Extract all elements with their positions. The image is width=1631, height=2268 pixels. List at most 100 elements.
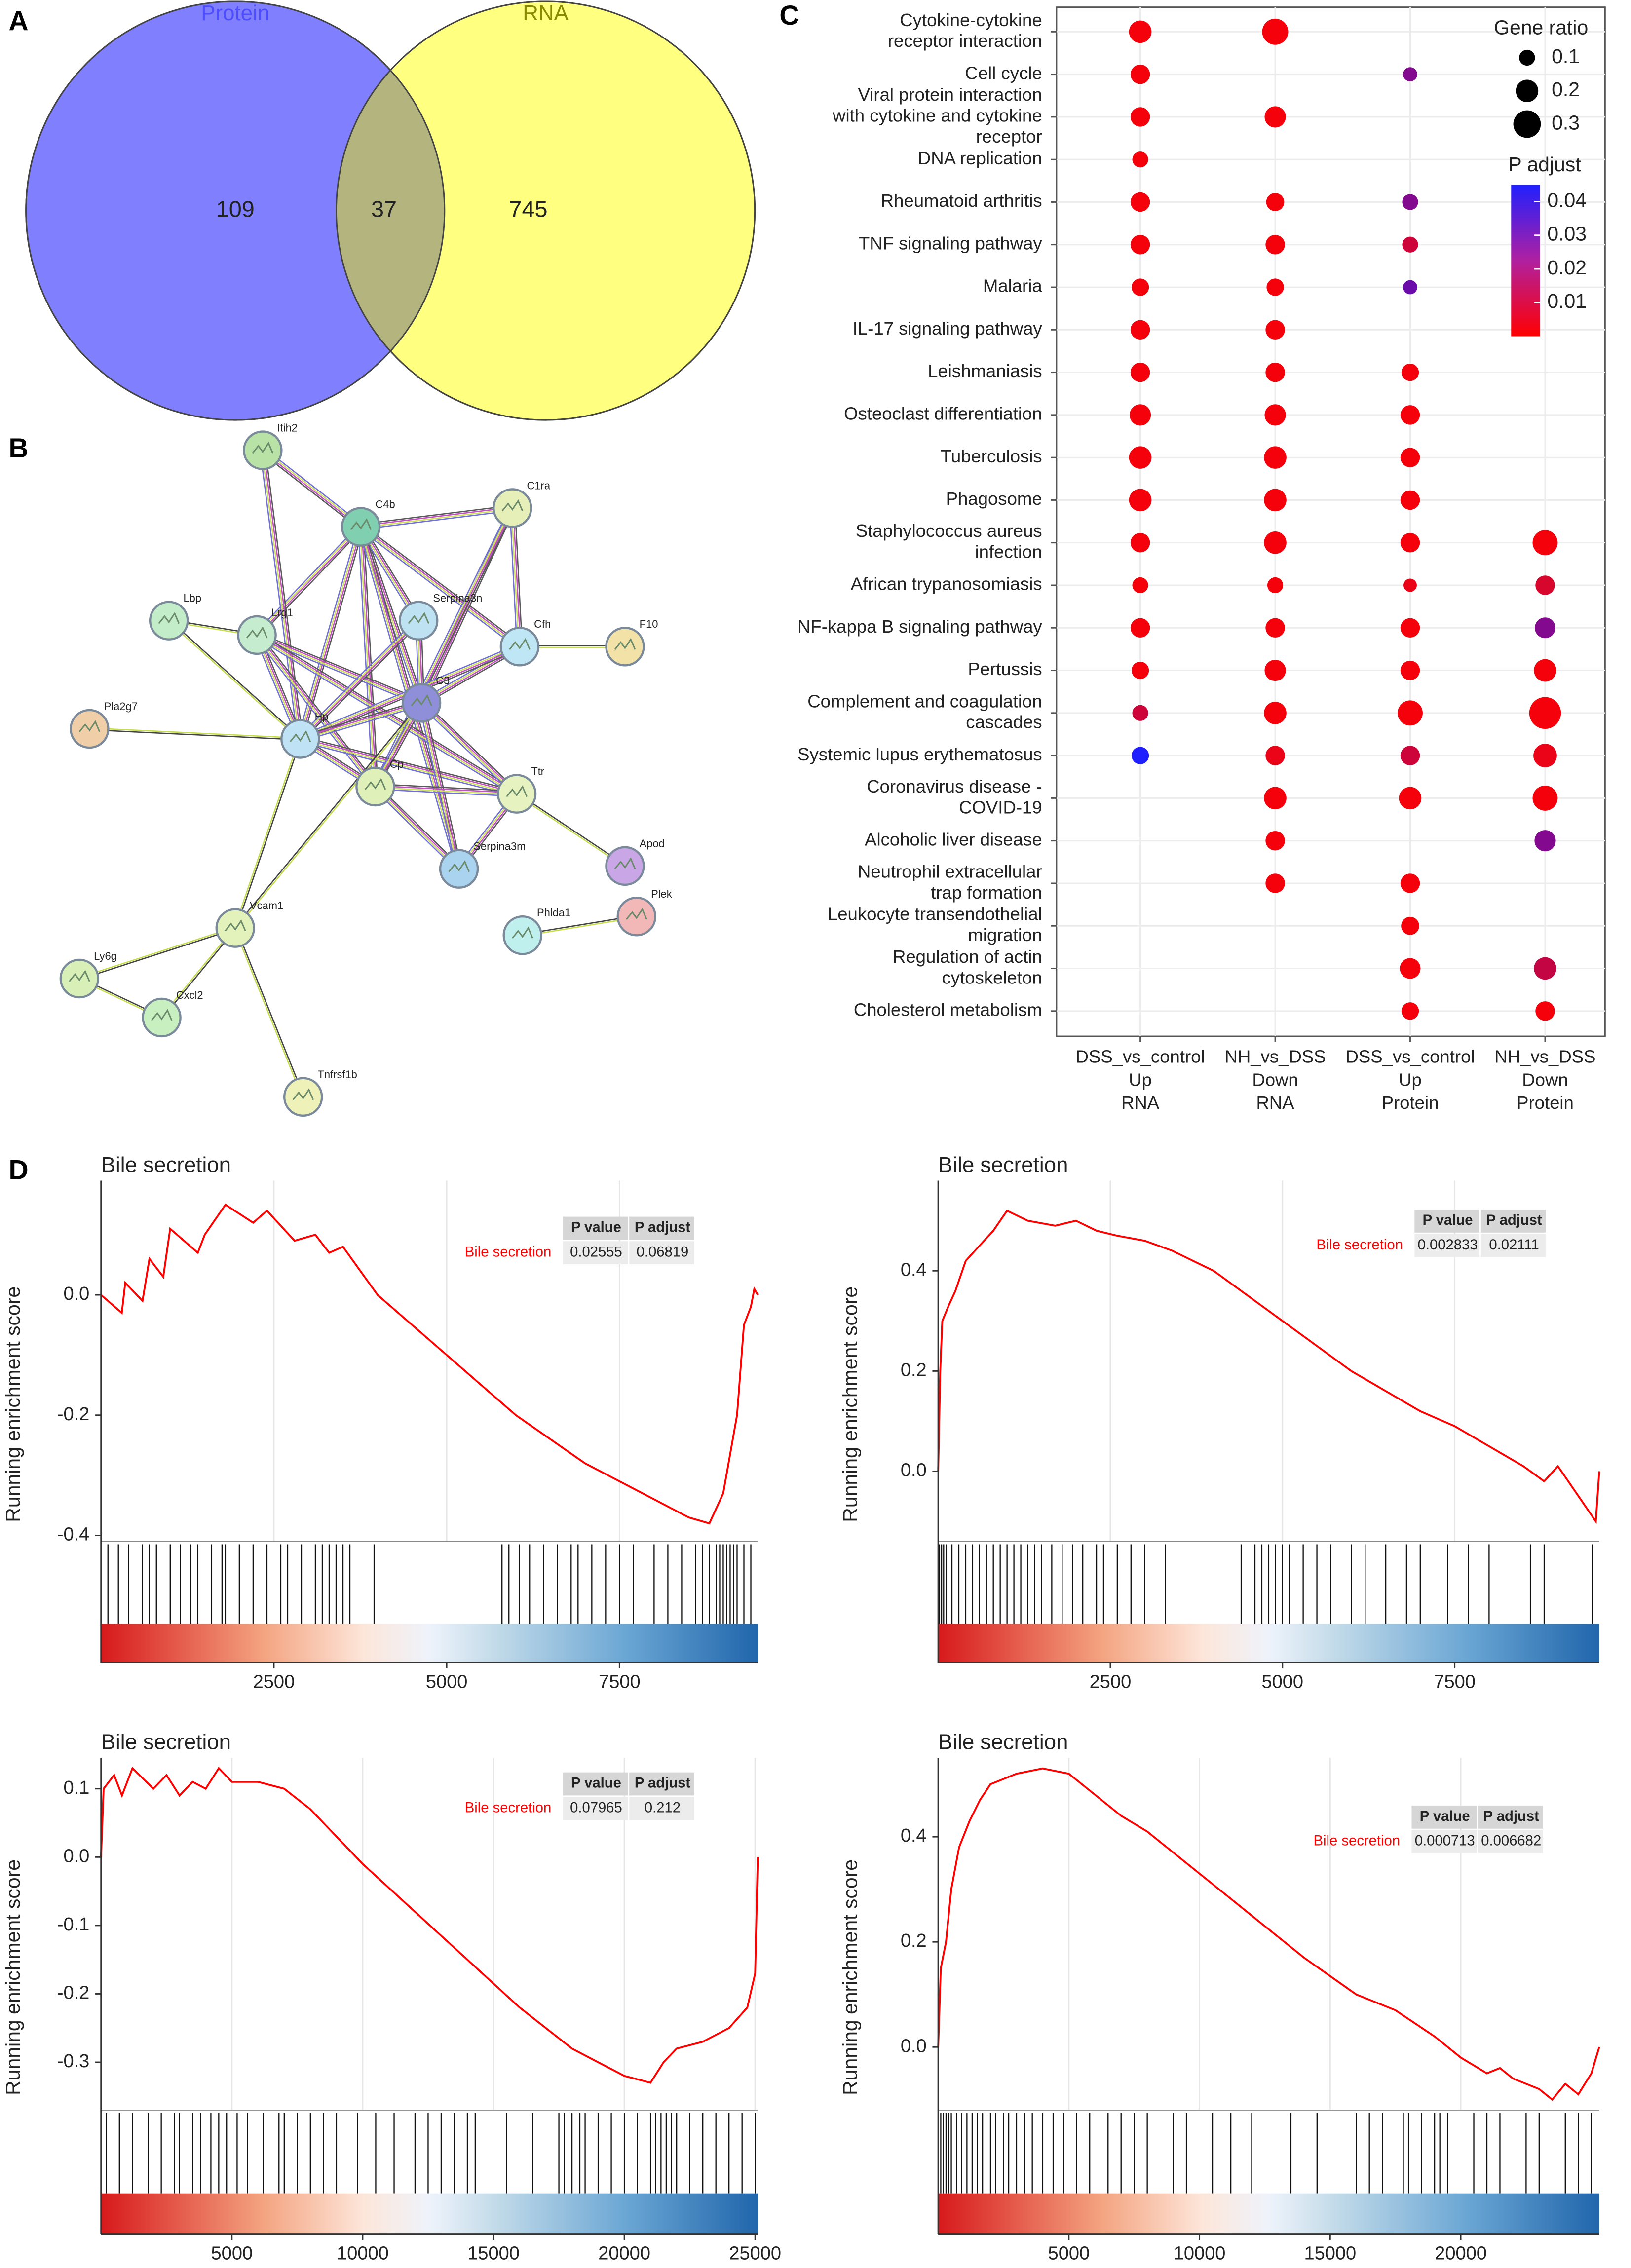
network-edge xyxy=(261,450,300,739)
node-structure xyxy=(350,518,372,530)
y-tick-label: 0.4 xyxy=(901,1259,927,1280)
network-edge xyxy=(259,451,299,740)
network-node xyxy=(605,846,645,886)
dot xyxy=(1264,489,1287,512)
plot-title: Bile secretion xyxy=(938,1153,1068,1177)
set-label: RNA xyxy=(523,1,569,25)
node-structure xyxy=(512,926,533,939)
y-tick-label: -0.3 xyxy=(57,2051,90,2072)
y-tick-label: Osteoclast differentiation xyxy=(844,404,1042,424)
dot xyxy=(1131,747,1149,764)
node-structure xyxy=(408,611,430,624)
table-cell xyxy=(629,1241,694,1265)
table-value: 0.212 xyxy=(645,1800,681,1815)
y-tick-label: African trypanosomiasis xyxy=(851,574,1042,594)
network-edge xyxy=(300,620,420,740)
network-edge xyxy=(375,783,517,792)
dot xyxy=(1265,320,1285,340)
node-structure xyxy=(509,638,531,650)
x-tick-label: 25000 xyxy=(729,2243,781,2264)
node-label: Phlda1 xyxy=(537,907,570,919)
table-row-label: Bile secretion xyxy=(1314,1833,1401,1849)
dot xyxy=(1130,362,1150,382)
region-count: 745 xyxy=(509,196,547,222)
enrichment-curve xyxy=(937,1209,1600,1524)
network-edge xyxy=(258,632,423,701)
dot xyxy=(1264,702,1287,724)
network-edge xyxy=(257,527,362,637)
dot xyxy=(1131,661,1149,680)
color-legend-title: P adjust xyxy=(1508,153,1581,176)
dot xyxy=(1402,236,1418,253)
node-structure xyxy=(225,919,246,932)
network-edge xyxy=(301,736,518,792)
dot xyxy=(1130,320,1150,340)
network-edge xyxy=(360,506,513,527)
network-edge xyxy=(168,620,301,740)
dot xyxy=(1400,405,1420,425)
network-edge xyxy=(422,700,519,793)
node-label: Lbp xyxy=(183,592,201,605)
table-cell xyxy=(1414,1234,1479,1257)
dot xyxy=(1262,18,1289,45)
y-tick-label: Viral protein interaction xyxy=(858,84,1042,105)
colorbar-label: 0.04 xyxy=(1547,189,1587,211)
network-edge xyxy=(79,928,236,980)
y-tick-label: NF-kappa B signaling pathway xyxy=(797,616,1042,637)
network-edge xyxy=(362,526,425,703)
y-tick-label: Rheumatoid arthritis xyxy=(881,190,1042,211)
network-edge xyxy=(517,793,626,866)
network-edge xyxy=(360,504,512,525)
y-tick-label: Cytokine-cytokine xyxy=(900,10,1042,30)
y-tick-label: Leukocyte transendothelial xyxy=(828,904,1042,924)
network-edge xyxy=(361,527,377,787)
dot xyxy=(1129,446,1152,469)
network-node xyxy=(341,507,381,547)
y-tick-label: -0.2 xyxy=(57,1983,90,2003)
node-structure xyxy=(246,626,268,639)
network-edge xyxy=(254,636,374,789)
dot xyxy=(1132,151,1148,168)
node-label: Hp xyxy=(315,710,329,722)
dot xyxy=(1400,448,1420,467)
x-tick-label: 5000 xyxy=(426,1671,468,1692)
dot xyxy=(1130,618,1150,638)
network-edge xyxy=(300,739,517,795)
network-edge xyxy=(361,526,521,646)
network-edge xyxy=(359,527,376,787)
size-legend-dot xyxy=(1513,110,1541,138)
network-edge xyxy=(235,739,302,929)
rank-colorbar xyxy=(938,1624,1599,1663)
network-node xyxy=(149,601,189,641)
dot xyxy=(1529,697,1561,729)
x-tick-label: Down xyxy=(1252,1069,1298,1090)
dot xyxy=(1402,194,1418,210)
table-header: P value xyxy=(1423,1212,1473,1228)
node-structure xyxy=(292,1088,314,1100)
node-label: Cfh xyxy=(534,618,551,630)
y-tick-label: with cytokine and cytokine xyxy=(832,106,1042,126)
dot xyxy=(1532,530,1558,556)
table-header: P value xyxy=(571,1776,621,1791)
table-header-cell xyxy=(1480,1209,1546,1233)
network-edge xyxy=(375,785,517,794)
network-edge xyxy=(256,635,421,705)
x-tick-label: DSS_vs_control xyxy=(1076,1047,1205,1067)
y-tick-label: Alcoholic liver disease xyxy=(865,829,1042,849)
dot xyxy=(1403,280,1417,295)
y-tick-label: -0.1 xyxy=(57,1914,90,1935)
node-structure xyxy=(158,611,180,624)
network-edge xyxy=(516,794,625,868)
dot xyxy=(1535,575,1555,595)
table-row-label: Bile secretion xyxy=(1316,1237,1403,1253)
dot xyxy=(1264,404,1286,426)
plot-title: Bile secretion xyxy=(938,1730,1068,1754)
network-edge xyxy=(423,509,516,705)
network-edge xyxy=(299,700,421,737)
y-tick-label: Complement and coagulation xyxy=(807,691,1042,711)
x-tick-label: RNA xyxy=(1121,1093,1160,1113)
table-row-label: Bile secretion xyxy=(465,1244,552,1260)
x-tick-label: 15000 xyxy=(1304,2243,1356,2264)
network-node xyxy=(605,627,645,667)
